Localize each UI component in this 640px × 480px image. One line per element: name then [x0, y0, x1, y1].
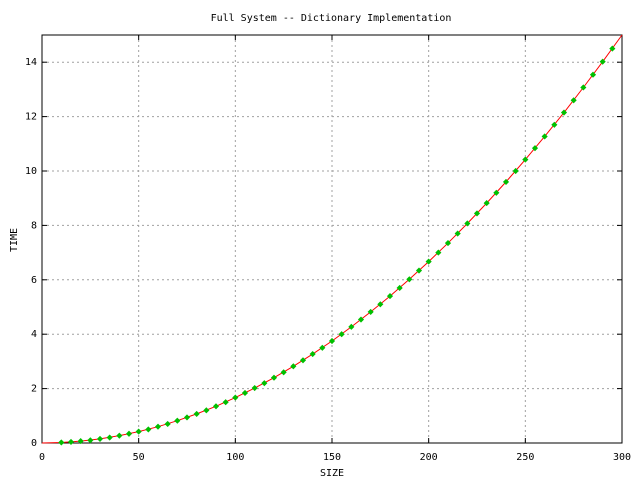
point [270, 374, 278, 381]
point [135, 428, 142, 435]
y-tick-label: 0 [31, 438, 37, 449]
point [551, 121, 558, 128]
point [483, 200, 490, 207]
point [589, 71, 597, 78]
point [541, 133, 548, 140]
point [67, 438, 75, 445]
point [280, 369, 287, 376]
y-tick-label: 14 [25, 57, 37, 68]
point [183, 414, 191, 421]
point [154, 423, 162, 430]
point [435, 249, 442, 256]
point [522, 156, 529, 163]
point [425, 258, 432, 265]
x-tick-label: 300 [613, 452, 631, 463]
x-tick-label: 200 [420, 452, 438, 463]
point [106, 434, 113, 441]
point [531, 145, 539, 152]
x-tick-label: 100 [226, 452, 244, 463]
point [319, 344, 326, 351]
point [377, 301, 384, 308]
x-tick-label: 250 [516, 452, 534, 463]
point [222, 399, 229, 406]
point [290, 363, 297, 370]
plot-frame [41, 34, 623, 444]
point [512, 167, 519, 175]
point [251, 384, 258, 392]
point [444, 240, 452, 247]
point [560, 109, 568, 116]
point [454, 230, 461, 237]
point [299, 357, 307, 364]
point [357, 316, 365, 323]
point [241, 389, 249, 397]
point [348, 323, 355, 330]
y-axis-label: TIME [9, 228, 20, 252]
point [116, 432, 123, 439]
point [464, 220, 471, 227]
point [125, 430, 133, 437]
point [193, 410, 200, 417]
point [77, 438, 84, 445]
point [386, 293, 394, 300]
point [328, 337, 336, 345]
y-tick-label: 8 [31, 220, 37, 231]
point [502, 178, 510, 185]
x-axis-label: SIZE [320, 468, 344, 479]
y-tick-label: 10 [25, 166, 37, 177]
point [599, 58, 606, 65]
point [570, 97, 577, 104]
y-tick-label: 2 [31, 384, 37, 395]
x-tick-label: 0 [39, 452, 45, 463]
point [96, 435, 104, 442]
point [232, 394, 239, 401]
point [145, 426, 152, 433]
point [174, 417, 181, 424]
point [203, 407, 210, 414]
point [609, 45, 616, 52]
point [212, 403, 220, 410]
chart-title: Full System -- Dictionary Implementation [211, 13, 452, 24]
y-tick-label: 12 [25, 112, 37, 123]
point [87, 437, 94, 444]
x-tick-label: 150 [323, 452, 341, 463]
point [309, 350, 316, 358]
point [406, 276, 413, 283]
point [164, 420, 171, 428]
point [473, 210, 481, 217]
y-tick-label: 4 [31, 329, 37, 340]
point [493, 189, 500, 196]
point [396, 284, 403, 292]
point [58, 439, 65, 446]
point [580, 84, 587, 91]
point [367, 308, 374, 315]
point [261, 380, 268, 387]
y-tick-label: 6 [31, 275, 37, 286]
point [338, 331, 345, 338]
x-tick-label: 50 [133, 452, 145, 463]
point [415, 267, 423, 274]
